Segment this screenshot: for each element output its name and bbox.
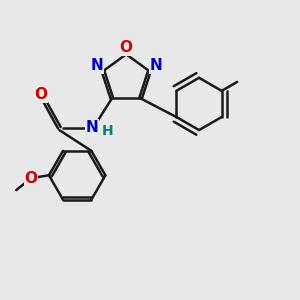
Text: H: H bbox=[102, 124, 113, 138]
Text: N: N bbox=[86, 120, 98, 135]
Text: N: N bbox=[90, 58, 103, 73]
Text: O: O bbox=[120, 40, 133, 55]
Text: O: O bbox=[34, 87, 47, 102]
Text: O: O bbox=[25, 171, 38, 186]
Text: N: N bbox=[150, 58, 162, 73]
